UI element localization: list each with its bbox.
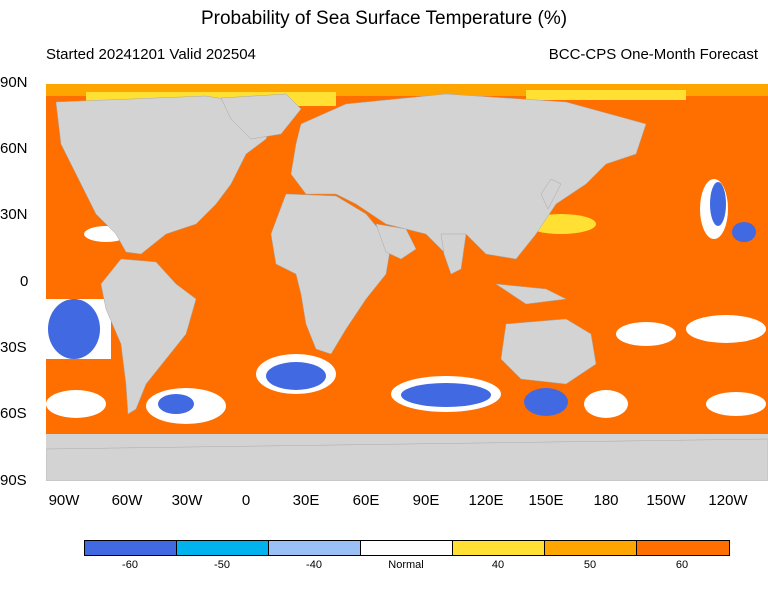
lon-label: 180 bbox=[593, 492, 619, 509]
land bbox=[46, 93, 768, 481]
colorbar-swatch bbox=[545, 541, 637, 555]
lon-label: 60W bbox=[111, 492, 143, 509]
lat-label: 60N bbox=[0, 140, 28, 157]
patch-normal bbox=[616, 322, 676, 346]
forecast-source: BCC-CPS One-Month Forecast bbox=[548, 46, 758, 63]
map-canvas bbox=[46, 84, 768, 481]
colorbar-label: -50 bbox=[214, 559, 230, 571]
colorbar-swatch bbox=[453, 541, 545, 555]
lat-label: 0 bbox=[20, 273, 29, 290]
lat-label: 30S bbox=[0, 339, 27, 356]
lon-label: 120W bbox=[708, 492, 748, 509]
greenland bbox=[220, 93, 302, 140]
patch-negative bbox=[158, 394, 194, 414]
patch-normal bbox=[46, 390, 106, 418]
lat-label: 30N bbox=[0, 206, 28, 223]
colorbar-label: 60 bbox=[675, 559, 689, 571]
patch-normal bbox=[584, 390, 628, 418]
colorbar-label: -60 bbox=[122, 559, 138, 571]
colorbar-label: 40 bbox=[491, 559, 505, 571]
lat-label: 60S bbox=[0, 405, 27, 422]
patch-negative bbox=[732, 222, 756, 242]
patch-negative bbox=[266, 362, 326, 390]
lon-label: 150W bbox=[646, 492, 686, 509]
patch-negative bbox=[48, 299, 100, 359]
colorbar-swatch bbox=[637, 541, 729, 555]
lon-label: 90W bbox=[48, 492, 80, 509]
africa bbox=[270, 193, 392, 355]
eurasia bbox=[290, 93, 647, 260]
lon-label: 60E bbox=[352, 492, 380, 509]
colorbar-swatch bbox=[177, 541, 269, 555]
colorbar-label: Normal bbox=[388, 559, 424, 571]
arabia bbox=[375, 223, 417, 260]
colorbar-swatch bbox=[269, 541, 361, 555]
indonesia bbox=[495, 283, 567, 305]
australia bbox=[500, 318, 597, 385]
lon-label: 150E bbox=[528, 492, 564, 509]
patch-normal bbox=[706, 392, 766, 416]
lon-label: 30W bbox=[171, 492, 203, 509]
south-america bbox=[100, 258, 197, 415]
arctic-patch bbox=[526, 90, 686, 100]
patch-negative bbox=[401, 383, 491, 407]
map-title: Probability of Sea Surface Temperature (… bbox=[200, 8, 568, 29]
colorbar bbox=[84, 540, 730, 556]
patch-normal bbox=[686, 315, 766, 343]
lon-label: 30E bbox=[292, 492, 320, 509]
colorbar-swatch bbox=[85, 541, 177, 555]
lat-label: 90N bbox=[0, 74, 28, 91]
lat-label: 90S bbox=[0, 472, 27, 489]
lon-label: 120E bbox=[468, 492, 504, 509]
forecast-dates: Started 20241201 Valid 202504 bbox=[46, 46, 256, 63]
colorbar-label: -40 bbox=[306, 559, 322, 571]
patch-negative bbox=[710, 182, 726, 226]
lon-label: 90E bbox=[412, 492, 440, 509]
india bbox=[440, 233, 467, 275]
sst-probability-map bbox=[46, 84, 768, 481]
japan bbox=[540, 178, 562, 210]
lon-label: 0 bbox=[241, 492, 251, 509]
antarctica-land bbox=[46, 438, 768, 481]
colorbar-swatch bbox=[361, 541, 453, 555]
colorbar-label: 50 bbox=[583, 559, 597, 571]
patch-negative bbox=[524, 388, 568, 416]
